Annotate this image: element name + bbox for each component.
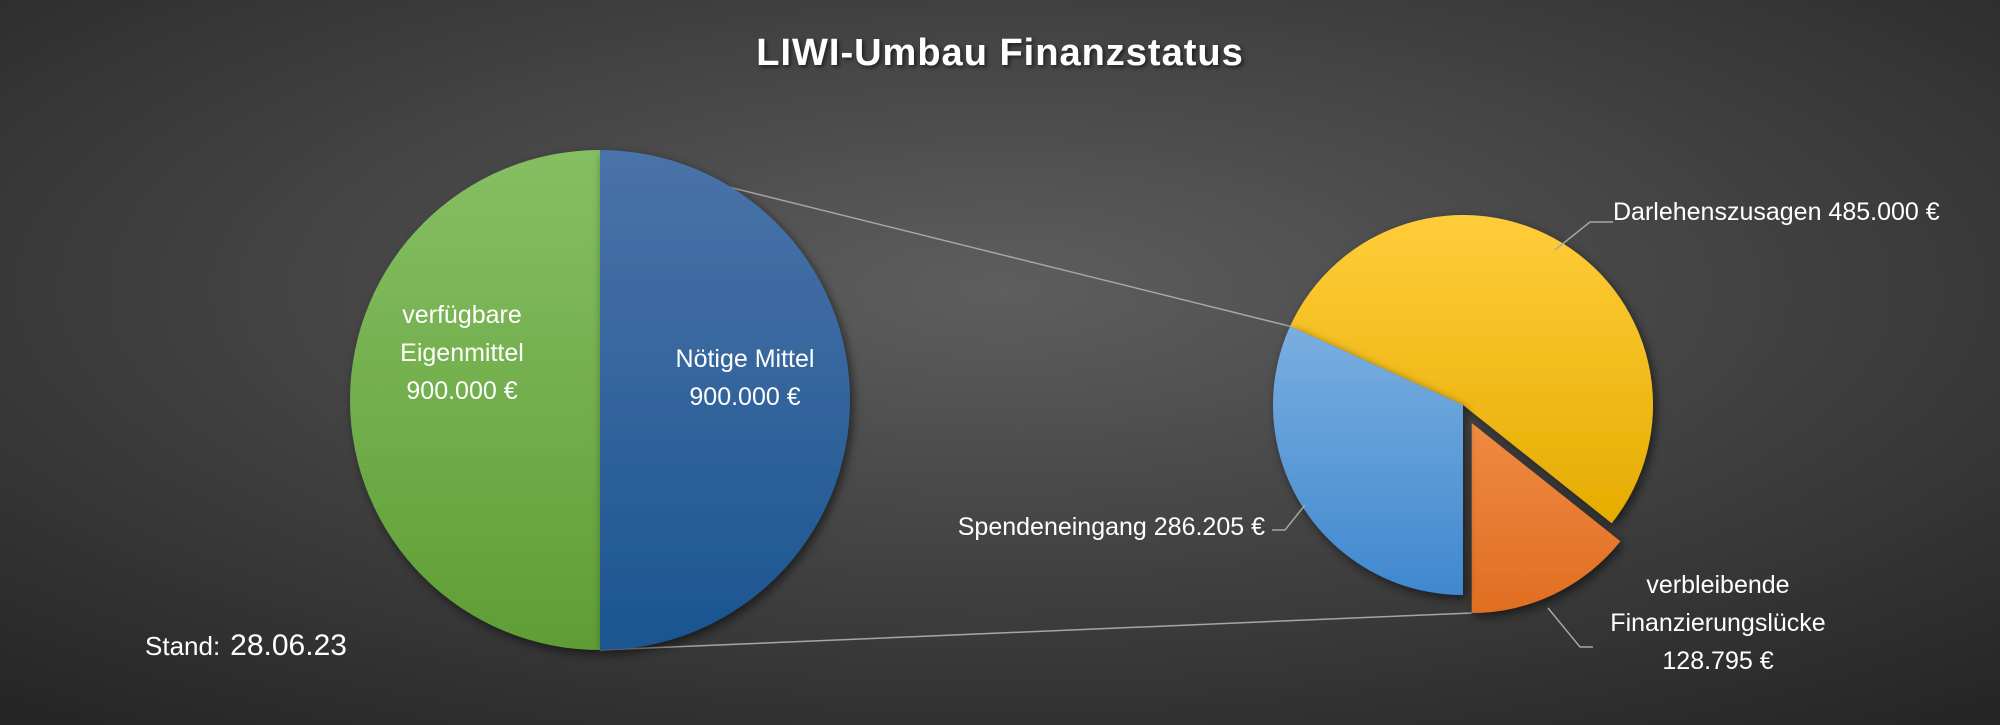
pie-slice-n-tige-mittel [600,150,850,650]
chart-title: LIWI-Umbau Finanzstatus [756,32,1243,74]
data-label-spendeneingang-286-205: Spendeneingang 286.205 € [958,513,1265,541]
pie-slice-darlehenszusagen-485-000 [1290,215,1653,524]
data-label-darlehenszusagen-485-000: Darlehenszusagen 485.000 € [1613,198,1940,226]
data-labels: verfügbare Eigenmittel 900.000 € Nötige Mit… [400,198,1940,675]
leader-line-darlehenszusagen-485-000 [1554,221,1613,251]
detail-pie [1272,215,1653,614]
leader-line-verbleibende [1547,607,1593,648]
connector-line-bottom [599,612,1472,651]
main-pie [350,150,850,650]
pie-slice-spendeneingang-286-205 [1272,326,1463,595]
pie-slice-verf-gbare [350,150,600,650]
pie-slice-verbleibende [1471,423,1621,614]
data-label-verf-gbare: verfügbare Eigenmittel 900.000 € [400,301,524,405]
data-label-verbleibende: verbleibende Finanzierungslücke 128.795 € [1610,571,1825,675]
stand-label: Stand: 28.06.23 [145,629,347,662]
leader-line-spendeneingang-286-205 [1272,504,1306,531]
data-label-n-tige-mittel: Nötige Mittel 900.000 € [676,345,815,411]
